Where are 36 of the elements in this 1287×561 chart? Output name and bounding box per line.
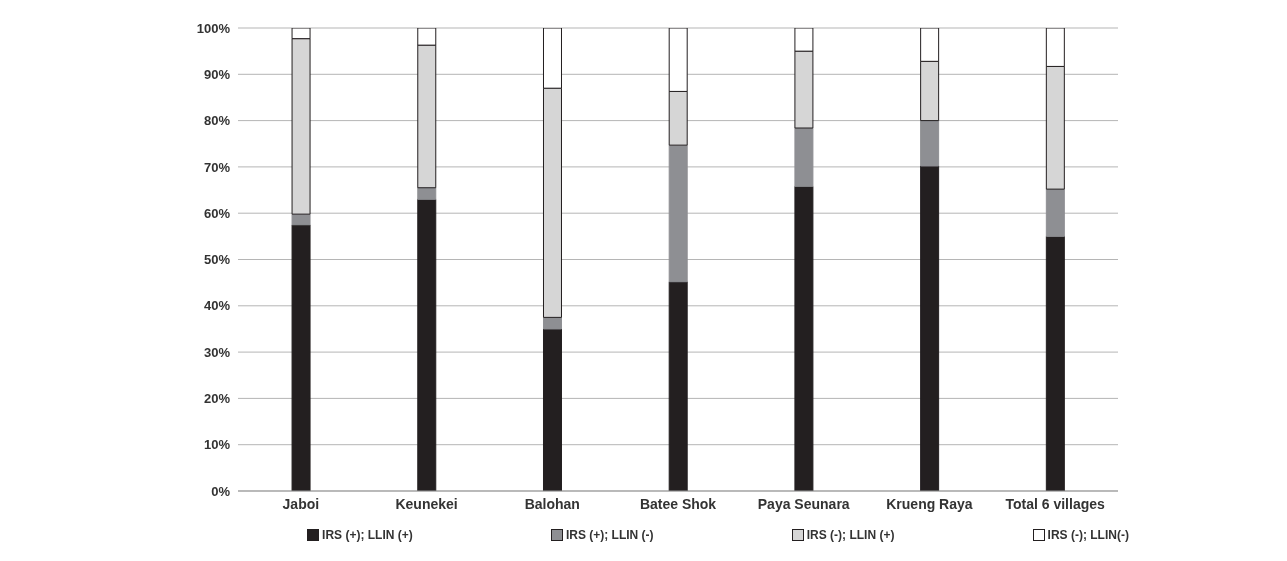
x-tick-label: Paya Seunara — [757, 495, 850, 512]
y-tick-label: 60% — [203, 205, 231, 221]
bar — [920, 120, 940, 167]
y-tick-label: 90% — [203, 66, 231, 82]
bar — [794, 127, 814, 187]
y-tick-label: 80% — [203, 113, 231, 129]
x-tick-label: Keunekei — [395, 495, 458, 512]
x-tick-label: Krueng Raya — [886, 495, 973, 512]
bar — [1045, 235, 1065, 491]
legend-label: IRS (-); LLIN (+) — [806, 528, 895, 542]
x-tick-label: Batee Shok — [639, 495, 717, 512]
bar — [291, 213, 311, 226]
y-tick-label: 100% — [196, 20, 231, 36]
y-tick-label: 10% — [203, 437, 231, 453]
bar — [920, 165, 940, 491]
bar — [794, 185, 814, 491]
bar — [291, 224, 311, 491]
x-tick-label: Total 6 villages — [1005, 495, 1106, 512]
bar — [668, 144, 688, 283]
bar — [1045, 188, 1065, 237]
y-tick-label: 20% — [203, 391, 231, 407]
x-tick-label: Jaboi — [282, 495, 320, 512]
legend-label: IRS (-); LLIN(-) — [1047, 528, 1129, 542]
y-tick-label: 0% — [211, 483, 231, 499]
bar — [417, 187, 437, 200]
legend-label: IRS (+); LLIN (-) — [565, 528, 654, 542]
x-tick-label: Balohan — [524, 495, 580, 512]
bar — [668, 281, 688, 491]
y-tick-label: 30% — [203, 344, 231, 360]
bar — [542, 328, 562, 491]
legend-label: IRS (+); LLIN (+) — [322, 528, 413, 542]
bar — [417, 198, 437, 491]
y-tick-label: 70% — [203, 159, 231, 175]
y-tick-label: 50% — [203, 252, 231, 268]
y-tick-label: 40% — [203, 298, 231, 314]
bar — [542, 316, 562, 330]
